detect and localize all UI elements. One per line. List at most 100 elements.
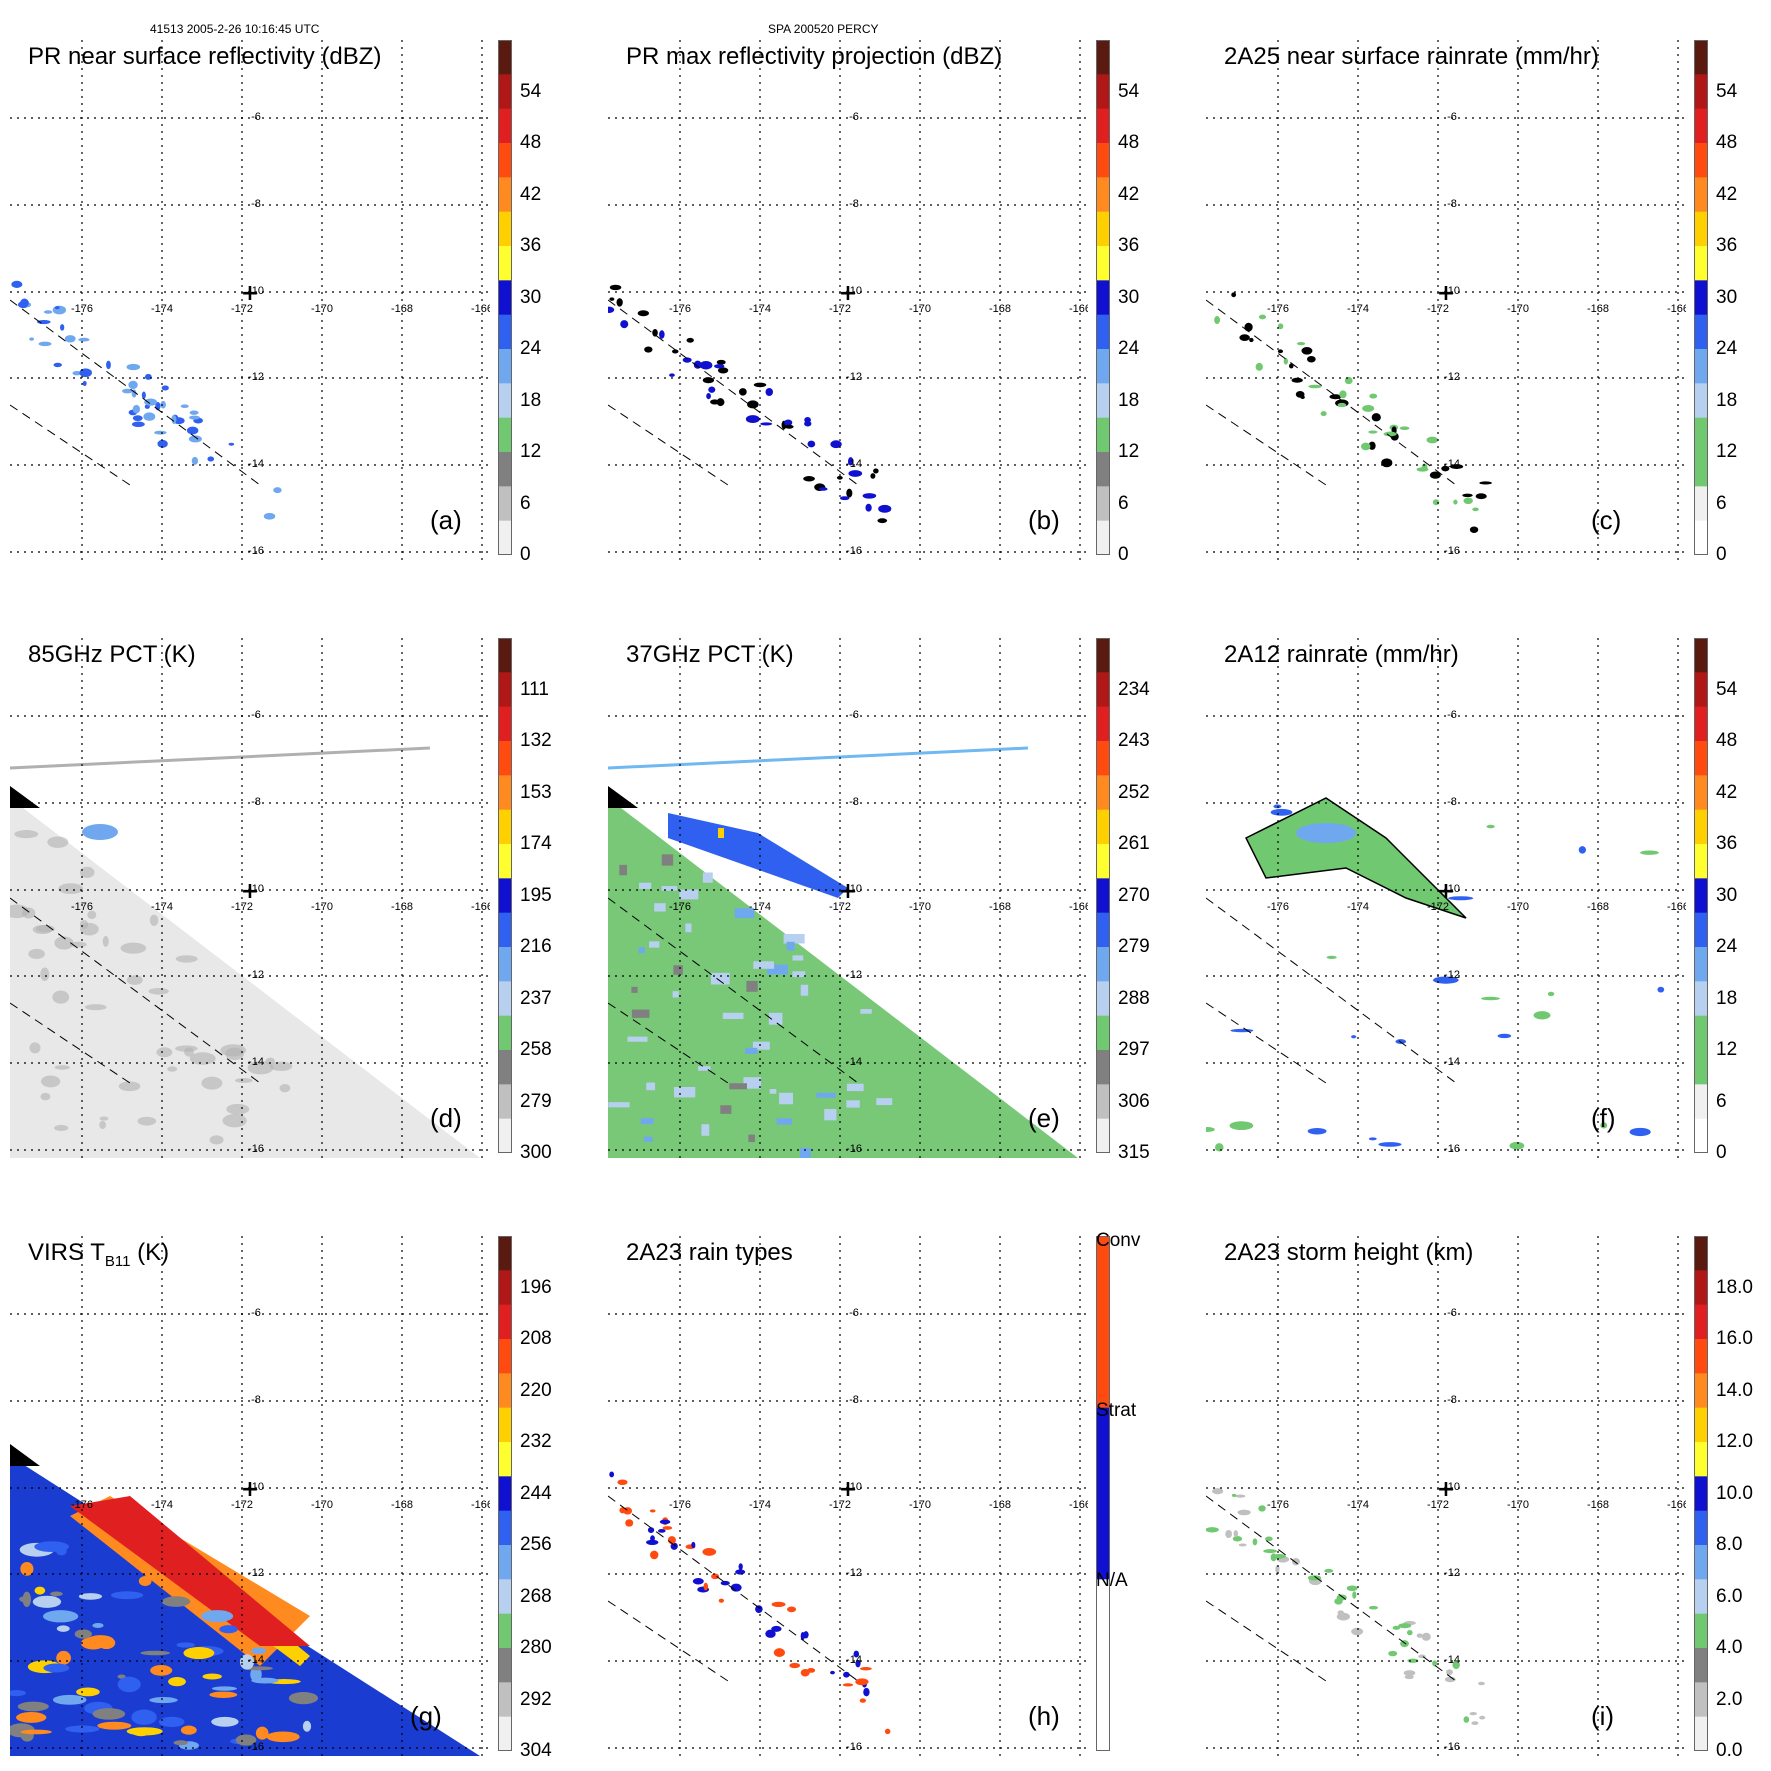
lat-label: -12 — [248, 1567, 264, 1579]
colorbar-segment — [1694, 349, 1708, 384]
panel-title: 2A25 near surface rainrate (mm/hr) — [1224, 43, 1599, 71]
lat-label: -14 — [1444, 1654, 1460, 1666]
colorbar-ramp — [498, 1236, 512, 1752]
colorbar-segment — [498, 1050, 512, 1085]
precip-cell — [609, 297, 615, 301]
swath-boundary — [1206, 404, 1327, 486]
colorbar-border — [498, 40, 512, 555]
colorbar-ramp — [498, 40, 512, 556]
colorbar-tick: 54 — [520, 81, 542, 102]
colorbar-b: 54 48 42 36 30 24 18 12 6 0 — [1096, 40, 1139, 565]
colorbar-segment — [498, 1236, 512, 1271]
colorbar-d: 111 132 153 174 195 216 237 258 279 300 — [498, 638, 552, 1163]
precip-cell — [703, 1582, 709, 1591]
precip-cell — [1237, 1509, 1251, 1516]
pct-cell — [137, 1116, 157, 1126]
pct-cell — [234, 1077, 253, 1084]
precip-cell — [1478, 1681, 1485, 1686]
colorbar-segment — [1694, 143, 1708, 178]
precip-cell — [1362, 404, 1375, 412]
precip-cell — [1231, 1493, 1237, 1497]
precip-cell — [1381, 458, 1393, 468]
rain-core — [1296, 823, 1356, 843]
precip-cell — [843, 1671, 850, 1678]
colorbar-ramp — [1694, 40, 1708, 556]
colorbar-tick: 279 — [1118, 936, 1150, 958]
lon-label: -170 — [1507, 303, 1529, 315]
cloud-cell — [239, 1654, 255, 1670]
precip-cell — [1270, 1553, 1277, 1562]
pct-cell — [225, 1047, 244, 1061]
precip-cell — [1351, 1035, 1357, 1039]
precip-cell — [186, 426, 199, 435]
lat-label: -14 — [248, 458, 264, 470]
precip-cell — [839, 496, 850, 501]
colorbar-border — [1694, 1236, 1708, 1751]
panel-h: -176 -174 -172 -170 -168 -166 -6 -8 -10 -12 -14 -16… — [598, 1196, 1178, 1756]
colorbar-tick: 153 — [520, 781, 552, 803]
colorbar-segment — [498, 246, 512, 281]
precip-cell — [171, 415, 177, 424]
colorbar-tick: 111 — [520, 679, 549, 700]
pct-cell — [265, 1057, 275, 1065]
colorbar-tick: 300 — [520, 1142, 552, 1163]
swath-e — [608, 798, 1078, 1158]
colorbar-segment — [1694, 1407, 1708, 1443]
pct-cell — [679, 889, 699, 900]
colorbar-segment — [498, 74, 512, 110]
precip-cell — [1426, 436, 1439, 444]
panel-title: 37GHz PCT (K) — [626, 641, 794, 669]
pct-max — [718, 828, 724, 838]
lon-label: -174 — [1347, 901, 1369, 913]
lon-label: -170 — [1507, 1499, 1529, 1511]
precip-cell — [710, 399, 720, 405]
swath-boundary — [608, 404, 729, 486]
colorbar-segment — [1694, 520, 1708, 556]
colorbar-tick: 16.0 — [1716, 1328, 1753, 1350]
precip-cell — [1306, 355, 1316, 363]
colorbar-tick: 12 — [1118, 441, 1140, 463]
precip-cell — [1600, 1122, 1608, 1129]
precip-cell — [1324, 1568, 1334, 1573]
lon-label: -166 — [471, 1499, 490, 1511]
colorbar-segment — [1096, 741, 1110, 776]
colorbar-segment — [1694, 1236, 1708, 1271]
colorbar-segment — [1694, 947, 1708, 982]
precip-cell — [771, 1601, 786, 1607]
colorbar-segment — [1694, 1545, 1708, 1580]
precip-cell — [659, 330, 665, 339]
colorbar-tick: 42 — [520, 183, 542, 205]
swath-boundary — [1206, 1002, 1327, 1084]
precip-cell — [1432, 1660, 1438, 1667]
cloud-cell — [50, 1591, 63, 1597]
precip-cell — [1433, 976, 1459, 984]
pct-cell — [649, 941, 660, 948]
panel-title-units: (K) — [130, 1239, 170, 1266]
colorbar-segment — [498, 1545, 512, 1580]
cloud-cell — [131, 1709, 157, 1725]
colorbar-tick: 220 — [520, 1379, 552, 1401]
precip-cell — [1231, 292, 1237, 298]
colorbar-tick: 18 — [1716, 987, 1738, 1009]
precip-cell — [714, 364, 725, 369]
precip-cell — [716, 359, 726, 365]
precip-cell — [718, 1598, 724, 1603]
cloud-cell — [235, 1734, 257, 1746]
lat-label: -16 — [1444, 1143, 1460, 1155]
precip-cell — [180, 404, 189, 409]
cloud-cell — [43, 1663, 70, 1673]
colorbar-tick: 30 — [1716, 884, 1738, 906]
map-f: -176 -174 -172 -170 -168 -166 -6 -8 -10 -12 -14 -16… — [1206, 638, 1686, 1158]
precip-cell — [60, 324, 65, 331]
lon-label: -168 — [989, 901, 1011, 913]
lat-label: -6 — [251, 1307, 261, 1319]
precip-cell — [787, 1606, 797, 1613]
cloud-cell — [19, 1596, 29, 1603]
precip-cell — [1416, 1633, 1423, 1638]
storm-center-icon: + — [241, 879, 259, 904]
panel-label: (b) — [1028, 505, 1060, 535]
pct-cell — [118, 1081, 141, 1092]
lat-label: -10 — [1444, 285, 1460, 297]
lon-label: -170 — [311, 303, 333, 315]
precip-cell — [716, 398, 725, 407]
